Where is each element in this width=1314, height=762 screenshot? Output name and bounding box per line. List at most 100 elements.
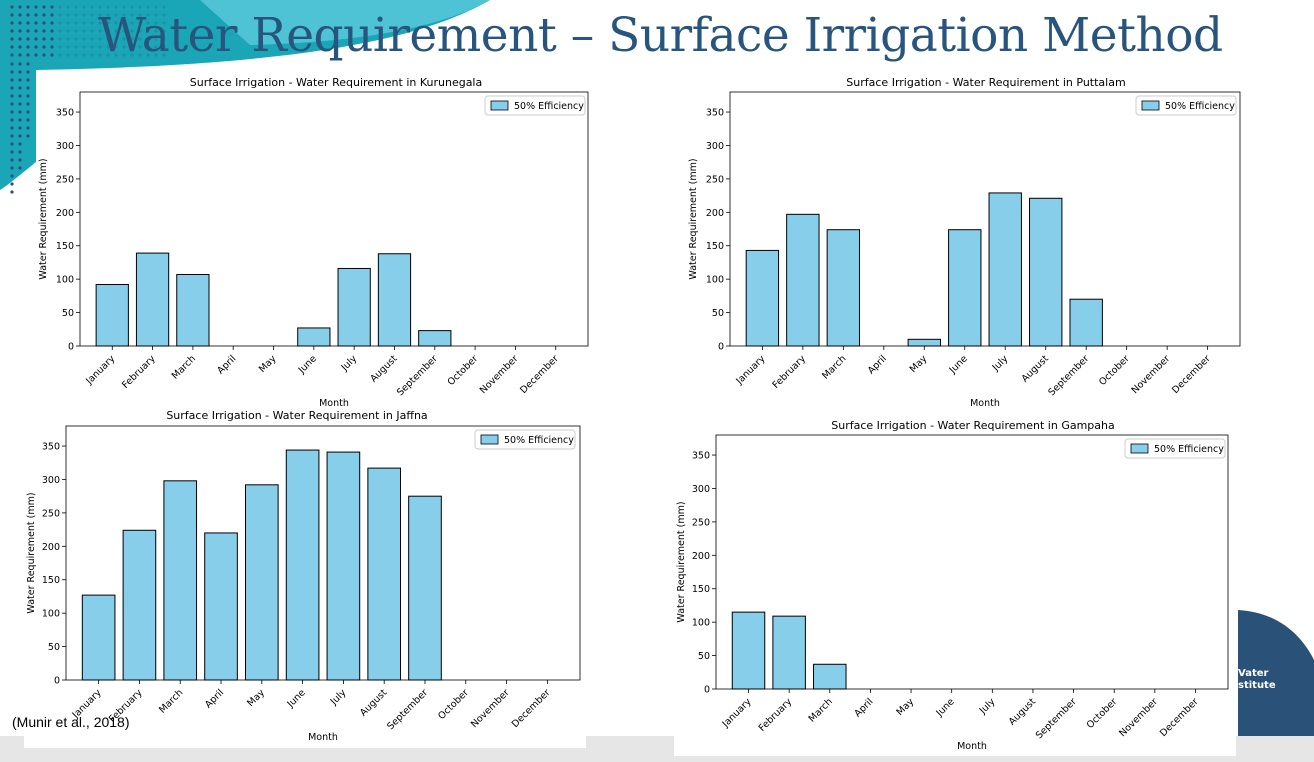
legend-swatch bbox=[1130, 443, 1149, 454]
decor-dot bbox=[130, 29, 134, 33]
decor-dot bbox=[82, 37, 86, 41]
decor-dot bbox=[18, 166, 22, 170]
decor-dot bbox=[90, 29, 94, 33]
y-tick-label: 200 bbox=[706, 208, 724, 219]
legend-label: 50% Efficiency bbox=[1165, 101, 1235, 112]
decor-dot bbox=[50, 29, 54, 33]
decor-dot bbox=[122, 53, 126, 57]
y-tick-label: 350 bbox=[706, 108, 724, 119]
decor-dot bbox=[122, 5, 126, 9]
y-tick-label: 200 bbox=[42, 542, 60, 553]
x-tick-label: December bbox=[518, 353, 561, 396]
chart-legend: 50% Efficiency bbox=[1135, 95, 1237, 116]
y-tick-label: 150 bbox=[42, 575, 60, 586]
decor-dot bbox=[82, 53, 86, 57]
legend-box bbox=[1124, 438, 1226, 459]
legend-swatch bbox=[490, 100, 509, 111]
bar-june bbox=[948, 229, 982, 347]
decor-dot bbox=[114, 45, 118, 49]
decor-dot bbox=[58, 13, 62, 17]
x-tick-label: August bbox=[368, 353, 399, 384]
decor-dot bbox=[90, 45, 94, 49]
decor-dot bbox=[138, 5, 142, 9]
decor-dot bbox=[10, 37, 14, 41]
y-tick-label: 0 bbox=[718, 342, 724, 353]
decor-dot bbox=[154, 37, 158, 41]
x-tick-label: April bbox=[852, 696, 875, 719]
decor-dot bbox=[18, 5, 22, 9]
decor-dot bbox=[10, 166, 14, 170]
decor-dot bbox=[146, 45, 150, 49]
decor-dot bbox=[50, 53, 54, 57]
decor-dot bbox=[42, 37, 46, 41]
decor-dot bbox=[154, 29, 158, 33]
legend-label: 50% Efficiency bbox=[504, 435, 574, 446]
decor-dot bbox=[130, 45, 134, 49]
y-tick-label: 150 bbox=[706, 241, 724, 252]
logo-line-1: Vater bbox=[1238, 668, 1269, 679]
x-axis-label: Month bbox=[957, 741, 987, 752]
y-tick-label: 350 bbox=[42, 442, 60, 453]
x-tick-label: July bbox=[328, 687, 349, 708]
decor-dot bbox=[82, 21, 86, 25]
decor-dot bbox=[138, 53, 142, 57]
decor-dot bbox=[122, 21, 126, 25]
decor-dot bbox=[122, 37, 126, 41]
decor-dot bbox=[82, 29, 86, 33]
y-tick-label: 300 bbox=[42, 475, 60, 486]
decor-dot bbox=[146, 21, 150, 25]
bar-february bbox=[135, 252, 170, 347]
decor-dot bbox=[74, 37, 78, 41]
decor-dot bbox=[58, 37, 62, 41]
decor-dot bbox=[66, 37, 70, 41]
decor-dot bbox=[10, 126, 14, 130]
decor-dot bbox=[26, 37, 30, 41]
logo-corner-shape bbox=[1238, 610, 1314, 736]
y-tick-label: 100 bbox=[692, 618, 710, 629]
bar-january bbox=[731, 611, 766, 690]
decor-dot bbox=[66, 21, 70, 25]
y-tick-label: 50 bbox=[62, 308, 74, 319]
decor-dot bbox=[18, 13, 22, 17]
x-tick-label: December bbox=[1158, 696, 1201, 739]
x-tick-label: August bbox=[358, 687, 389, 718]
decor-dot bbox=[10, 158, 14, 162]
decor-dot bbox=[18, 134, 22, 138]
bar-july bbox=[326, 451, 361, 681]
decor-dot bbox=[74, 29, 78, 33]
decor-dot bbox=[98, 45, 102, 49]
decor-dot bbox=[10, 118, 14, 122]
x-tick-label: January bbox=[734, 353, 768, 387]
decor-dot bbox=[154, 53, 158, 57]
chart-jaffna: Surface Irrigation - Water Requirement i… bbox=[26, 409, 581, 743]
institute-logo-text: Vater stitute bbox=[1238, 668, 1308, 692]
decor-dot bbox=[130, 13, 134, 17]
legend-box bbox=[474, 429, 576, 450]
decor-dot bbox=[42, 45, 46, 49]
decor-dot bbox=[106, 29, 110, 33]
decor-dot bbox=[146, 37, 150, 41]
decor-dot bbox=[106, 21, 110, 25]
decor-dot bbox=[58, 5, 62, 9]
decor-dot bbox=[130, 37, 134, 41]
bar-july bbox=[988, 192, 1022, 347]
decor-dot bbox=[114, 37, 118, 41]
bar-june bbox=[297, 327, 331, 347]
x-axis-label: Month bbox=[970, 398, 1000, 409]
y-tick-label: 50 bbox=[48, 642, 60, 653]
decor-dot bbox=[74, 45, 78, 49]
bar-february bbox=[786, 213, 820, 347]
decor-dot bbox=[26, 110, 30, 114]
decor-dot bbox=[66, 45, 70, 49]
chart-legend: 50% Efficiency bbox=[474, 429, 576, 450]
y-tick-label: 50 bbox=[698, 651, 710, 662]
decor-dot bbox=[10, 102, 14, 106]
chart-title: Surface Irrigation - Water Requirement i… bbox=[166, 409, 427, 422]
decor-dot bbox=[10, 70, 14, 74]
x-tick-label: April bbox=[203, 687, 226, 710]
decor-dot bbox=[34, 5, 38, 9]
bar-may bbox=[907, 338, 941, 347]
x-tick-label: May bbox=[257, 353, 279, 375]
chart-puttalam-panel: Surface Irrigation - Water Requirement i… bbox=[686, 72, 1256, 410]
